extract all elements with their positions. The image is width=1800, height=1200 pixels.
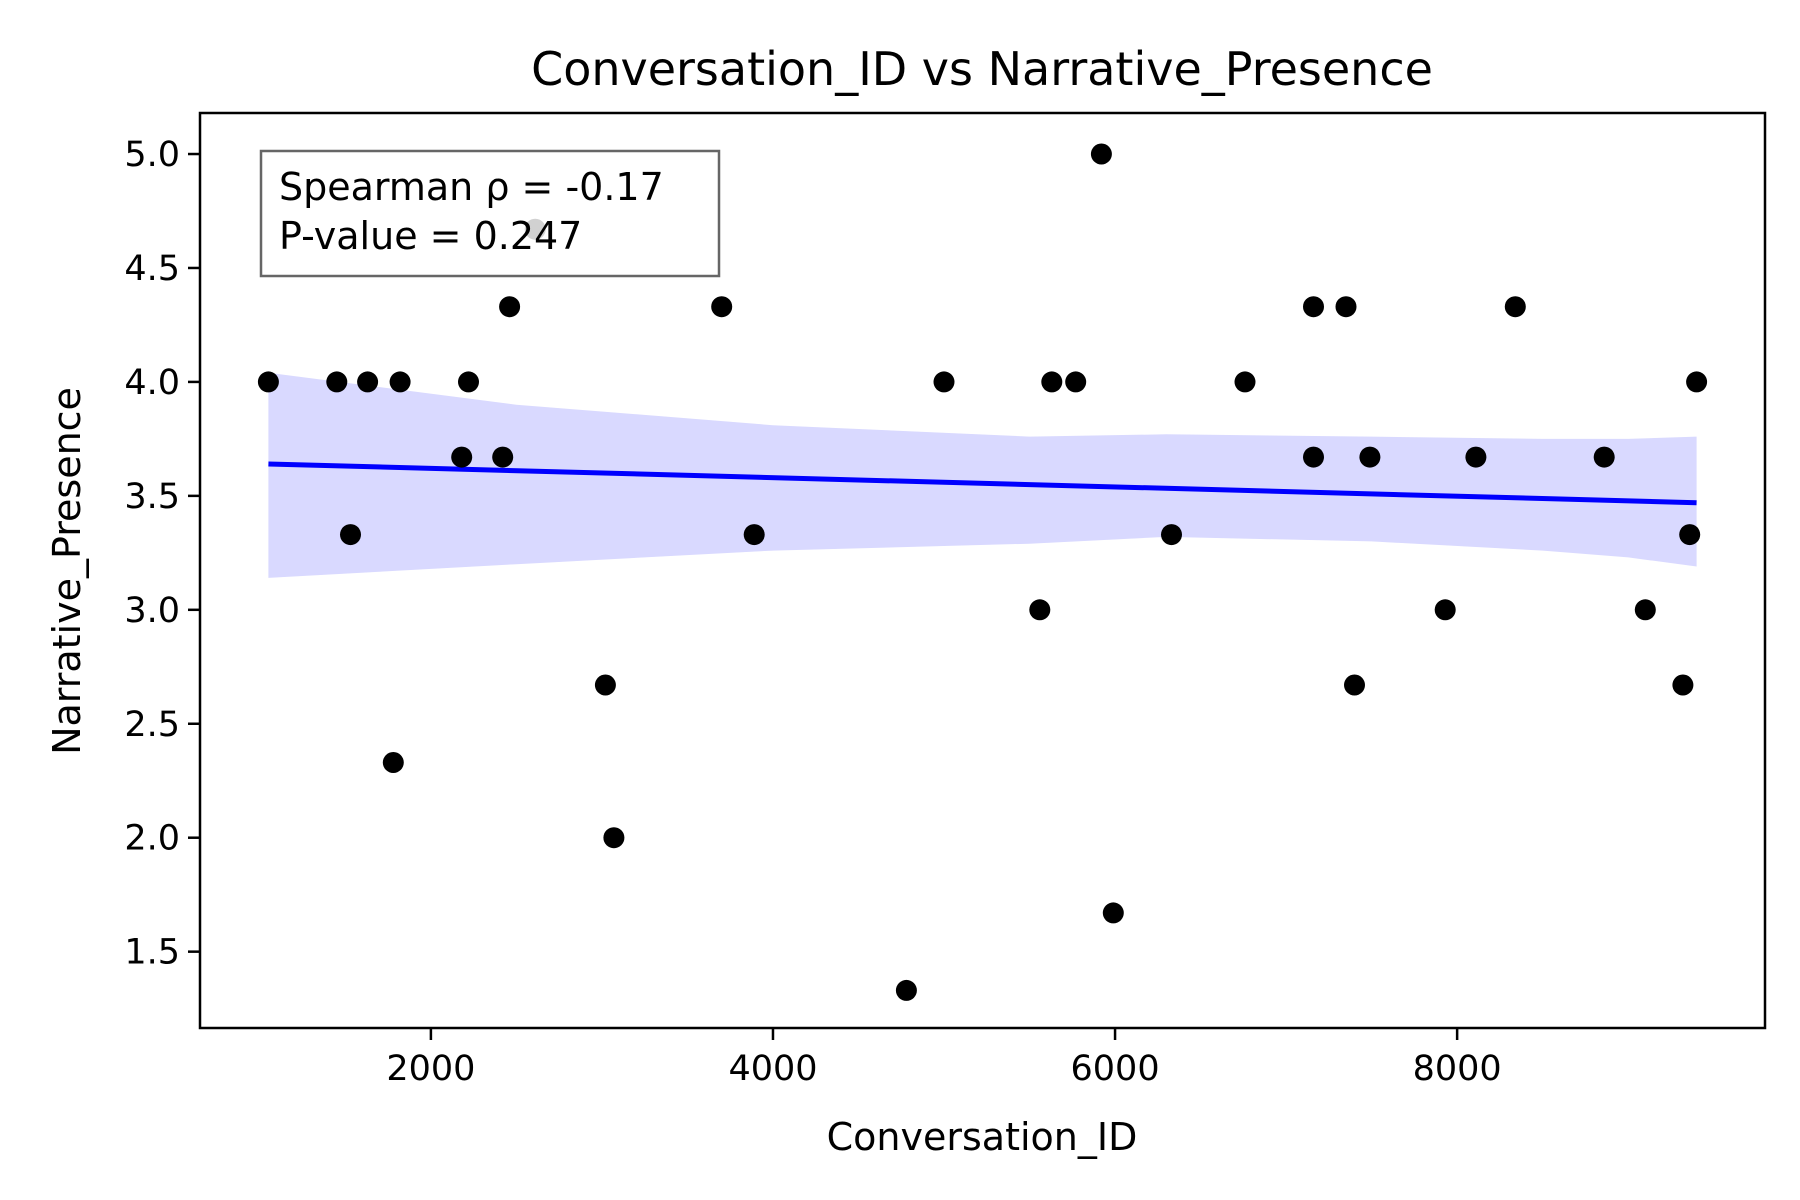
y-tick-label: 3.0	[124, 591, 180, 631]
regression-line	[268, 461, 1697, 506]
y-tick-label: 5.0	[124, 135, 180, 175]
data-point	[499, 296, 521, 318]
y-axis-ticks: 1.5 2.0 2.5 3.0 3.5 4.0 4.5 5.0	[124, 135, 200, 973]
data-point	[1102, 902, 1124, 924]
x-axis-label: Conversation_ID	[827, 1115, 1138, 1159]
plot-frame	[198, 111, 1767, 1030]
confidence-band	[268, 372, 1697, 578]
data-point	[1335, 296, 1357, 318]
data-point	[1090, 143, 1112, 165]
data-point	[257, 371, 279, 393]
x-tick-label: 8000	[1413, 1049, 1502, 1089]
data-point	[1634, 599, 1656, 621]
data-point	[1041, 371, 1063, 393]
data-point	[895, 979, 917, 1001]
data-point	[1303, 446, 1324, 468]
y-tick-label: 4.0	[124, 363, 180, 403]
data-point	[382, 752, 404, 773]
data-point	[933, 371, 955, 393]
data-point	[1679, 524, 1701, 546]
y-axis-label: Narrative_Presence	[45, 387, 89, 755]
data-point	[492, 446, 514, 468]
data-point	[1672, 674, 1694, 696]
annotation-line-pvalue: P-value = 0.247	[279, 214, 582, 258]
data-point	[451, 446, 473, 468]
data-point	[1593, 446, 1615, 468]
y-tick-label: 2.0	[124, 819, 180, 859]
data-point	[340, 524, 361, 546]
data-point	[1686, 371, 1708, 393]
y-tick-label: 1.5	[124, 933, 180, 973]
data-point	[389, 371, 411, 393]
data-point	[1434, 599, 1456, 621]
data-point	[357, 371, 379, 393]
y-tick-label: 3.5	[124, 477, 180, 517]
data-point	[1161, 524, 1182, 546]
regression-line-layer	[268, 461, 1697, 506]
data-point	[326, 371, 348, 393]
data-point	[1344, 674, 1365, 696]
x-tick-label: 4000	[728, 1049, 817, 1089]
data-point	[594, 674, 616, 696]
annotation-box	[259, 149, 721, 278]
x-axis-ticks: 2000 4000 6000 8000	[386, 1028, 1502, 1089]
data-point	[1465, 446, 1487, 468]
x-tick-label: 2000	[386, 1049, 475, 1089]
data-point	[1065, 371, 1087, 393]
data-point	[1359, 446, 1381, 468]
confidence-band-layer	[268, 372, 1697, 578]
data-point	[603, 827, 625, 849]
data-point	[1234, 371, 1256, 393]
stats-annotation: Spearman ρ = -0.17 P-value = 0.247	[259, 149, 721, 278]
data-point	[1303, 296, 1324, 318]
y-tick-label: 2.5	[124, 705, 180, 745]
y-tick-label: 4.5	[124, 249, 180, 289]
data-point	[743, 524, 765, 546]
x-tick-label: 6000	[1071, 1049, 1160, 1089]
data-point	[1029, 599, 1051, 621]
chart-title: Conversation_ID vs Narrative_Presence	[531, 42, 1433, 96]
data-point	[1504, 296, 1526, 318]
data-point	[711, 296, 733, 318]
data-point	[458, 371, 479, 393]
annotation-line-spearman: Spearman ρ = -0.17	[279, 165, 664, 209]
